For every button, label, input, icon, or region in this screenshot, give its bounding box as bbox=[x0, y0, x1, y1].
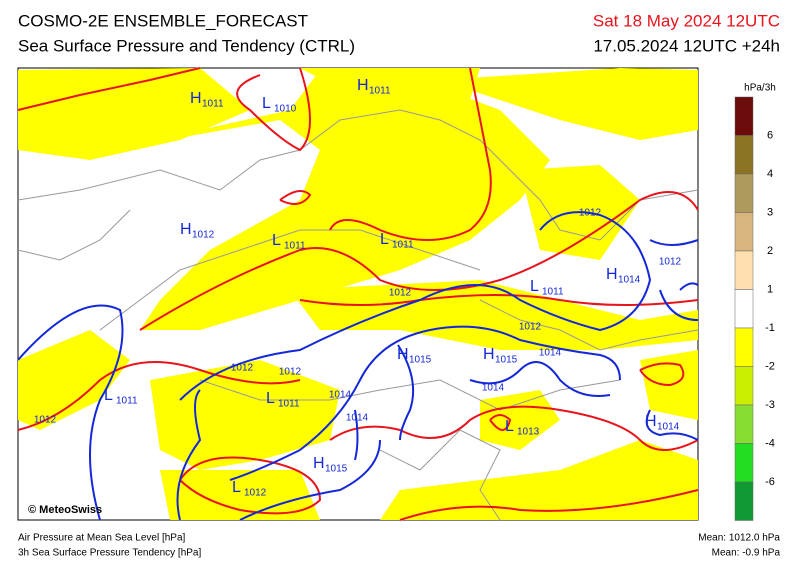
legend-unit: hPa/3h bbox=[744, 83, 776, 94]
legend-tick-label: -4 bbox=[765, 437, 775, 449]
legend-tick-label: 1 bbox=[767, 283, 773, 295]
pressure-center-value: 1012 bbox=[244, 488, 267, 499]
mean-pressure: Mean: 1012.0 hPa bbox=[698, 533, 780, 544]
pressure-center-letter: L bbox=[266, 390, 275, 407]
pressure-center-value: 1014 bbox=[657, 422, 680, 433]
isobar-label: 1012 bbox=[579, 208, 602, 219]
legend-swatch bbox=[734, 443, 754, 483]
isobar-label: 1014 bbox=[539, 348, 562, 359]
subtitle: Sea Surface Pressure and Tendency (CTRL) bbox=[18, 36, 355, 55]
pressure-center-value: 1011 bbox=[369, 86, 391, 97]
pressure-center-letter: H bbox=[180, 221, 192, 238]
legend-swatch bbox=[734, 327, 754, 367]
legend-tick-label: 6 bbox=[767, 129, 773, 141]
pressure-center-letter: L bbox=[262, 95, 271, 112]
pressure-center-value: 1011 bbox=[392, 240, 414, 251]
pressure-center-letter: L bbox=[530, 278, 539, 295]
pressure-center-value: 1011 bbox=[284, 241, 306, 252]
pressure-center-value: 1011 bbox=[202, 99, 224, 110]
legend-swatch bbox=[734, 135, 754, 175]
isobar-label: 1012 bbox=[279, 367, 302, 378]
legend-swatch bbox=[734, 96, 754, 136]
legend-tick-label: -3 bbox=[765, 399, 775, 411]
isobar-label: 1012 bbox=[231, 363, 254, 374]
run-time: 17.05.2024 12UTC +24h bbox=[593, 36, 780, 55]
pressure-center-letter: H bbox=[313, 455, 325, 472]
credit: © MeteoSwiss bbox=[28, 504, 102, 516]
isobar-label: 1012 bbox=[389, 288, 412, 299]
title: COSMO-2E ENSEMBLE_FORECAST bbox=[18, 11, 308, 30]
legend-tick-label: -6 bbox=[765, 476, 775, 488]
pressure-center-letter: H bbox=[397, 346, 409, 363]
pressure-center-value: 1011 bbox=[278, 399, 300, 410]
pressure-center-letter: H bbox=[606, 266, 618, 283]
legend-swatch bbox=[734, 366, 754, 406]
legend-swatch bbox=[734, 404, 754, 444]
pressure-center-letter: H bbox=[190, 90, 202, 107]
footer-line: Air Pressure at Mean Sea Level [hPa] bbox=[18, 533, 186, 544]
legend-tick-label: -2 bbox=[765, 360, 775, 372]
pressure-center-letter: L bbox=[380, 231, 389, 248]
footer-line: 3h Sea Surface Pressure Tendency [hPa] bbox=[18, 548, 201, 559]
pressure-center-value: 1015 bbox=[495, 355, 518, 366]
pressure-center-value: 1012 bbox=[192, 230, 215, 241]
legend-tick-label: 2 bbox=[767, 245, 773, 257]
legend-swatch bbox=[734, 289, 754, 329]
valid-time: Sat 18 May 2024 12UTC bbox=[593, 11, 780, 30]
legend-tick-label: 3 bbox=[767, 206, 773, 218]
legend-swatch bbox=[734, 250, 754, 290]
borders bbox=[17, 109, 699, 521]
pressure-center-value: 1013 bbox=[517, 427, 540, 438]
isobar-label: 1014 bbox=[329, 390, 352, 401]
pressure-center-value: 1010 bbox=[274, 104, 297, 115]
pressure-center-letter: L bbox=[104, 387, 113, 404]
pressure-center-value: 1014 bbox=[618, 275, 641, 286]
pressure-center-letter: L bbox=[272, 232, 281, 249]
pressure-center-letter: L bbox=[505, 418, 514, 435]
pressure-center-value: 1011 bbox=[542, 287, 564, 298]
isobar-label: 1012 bbox=[34, 415, 57, 426]
isobar-label: 1012 bbox=[519, 322, 542, 333]
pressure-center-letter: L bbox=[232, 479, 241, 496]
pressure-center-value: 1015 bbox=[325, 464, 348, 475]
tendency-contours bbox=[17, 67, 699, 521]
legend-swatch bbox=[734, 173, 754, 213]
legend-tick-label: -1 bbox=[765, 322, 775, 334]
pressure-center-value: 1015 bbox=[409, 355, 432, 366]
pressure-center-letter: H bbox=[357, 77, 369, 94]
pressure-center-value: 1011 bbox=[116, 396, 138, 407]
isobar-label: 1012 bbox=[659, 257, 682, 268]
isobar-label: 1014 bbox=[482, 383, 505, 394]
mean-tendency: Mean: -0.9 hPa bbox=[712, 548, 781, 559]
legend: hPa/3h 6 4 3 2 1 -1 -2 -3 -4 -6 bbox=[734, 83, 776, 521]
legend-swatch bbox=[734, 212, 754, 252]
legend-swatch bbox=[734, 481, 754, 521]
pressure-center-letter: H bbox=[645, 413, 657, 430]
isobar-label: 1014 bbox=[346, 413, 369, 424]
pressure-center-letter: H bbox=[483, 346, 495, 363]
isobars bbox=[17, 211, 699, 521]
legend-tick-label: 4 bbox=[767, 168, 773, 180]
